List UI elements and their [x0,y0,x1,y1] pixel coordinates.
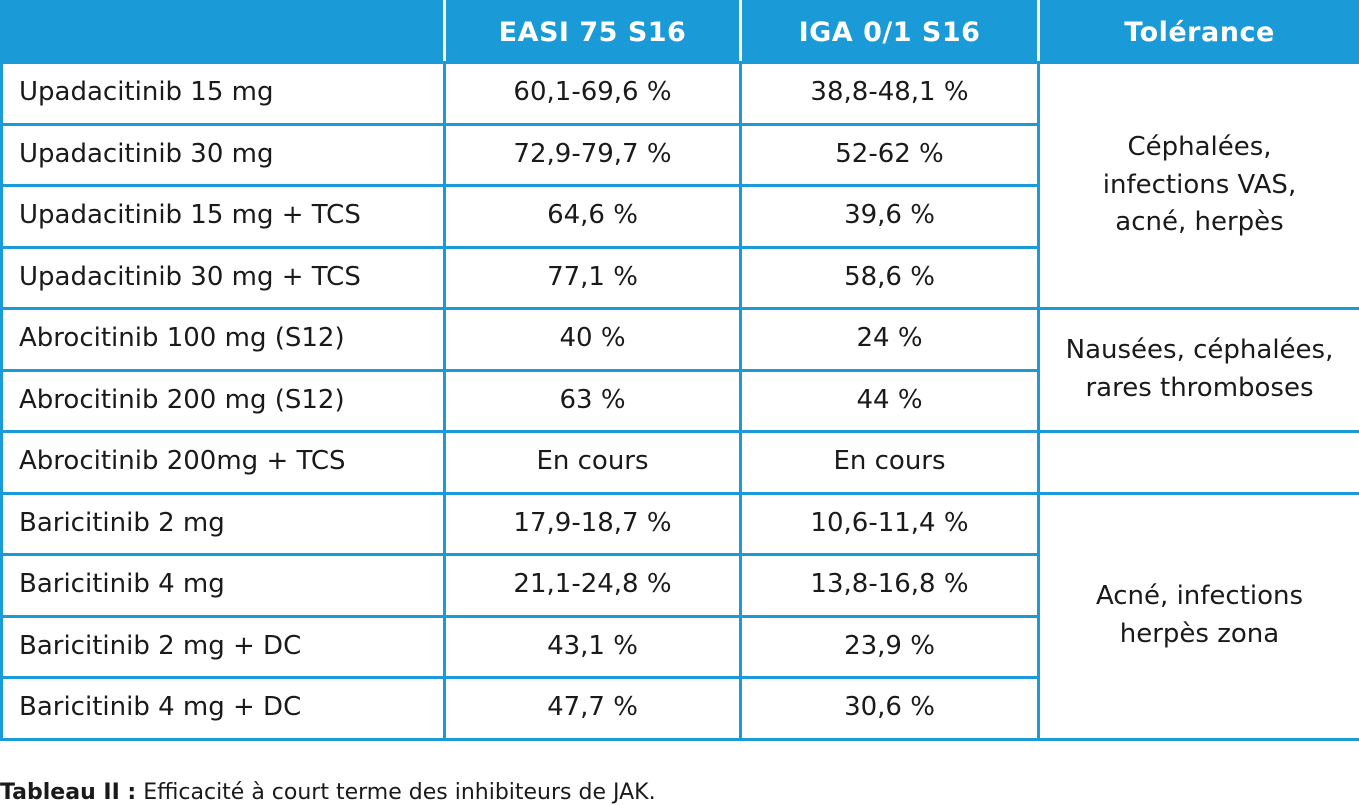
table-row: Abrocitinib 100 mg (S12) 40 % 24 % Nausé… [2,309,1359,371]
tolerance-line: rares thromboses [1085,373,1313,403]
iga-cell: 39,6 % [741,186,1039,248]
header-easi75: EASI 75 S16 [445,2,741,63]
iga-cell: 58,6 % [741,247,1039,309]
treatment-cell: Upadacitinib 30 mg [2,124,445,186]
tolerance-line: herpès zona [1120,619,1279,649]
treatment-cell: Baricitinib 4 mg [2,555,445,617]
caption-text: Efficacité à court terme des inhibiteurs… [136,780,655,805]
tolerance-line: infections VAS, [1103,170,1296,200]
easi-cell: 43,1 % [445,616,741,678]
treatment-cell: Abrocitinib 100 mg (S12) [2,309,445,371]
iga-cell: 52-62 % [741,124,1039,186]
treatment-cell: Upadacitinib 15 mg [2,63,445,125]
easi-cell: 17,9-18,7 % [445,493,741,555]
header-tolerance: Tolérance [1039,2,1359,63]
table-row: Baricitinib 2 mg 17,9-18,7 % 10,6-11,4 %… [2,493,1359,555]
easi-cell: 40 % [445,309,741,371]
tolerance-line: Acné, infections [1096,581,1303,611]
tolerance-line: Céphalées, [1127,132,1271,162]
iga-cell: 10,6-11,4 % [741,493,1039,555]
easi-cell: 72,9-79,7 % [445,124,741,186]
treatment-cell: Baricitinib 4 mg + DC [2,678,445,740]
iga-cell: 30,6 % [741,678,1039,740]
iga-cell: 38,8-48,1 % [741,63,1039,125]
easi-cell: 77,1 % [445,247,741,309]
tolerance-upadacitinib: Céphalées, infections VAS, acné, herpès [1039,63,1359,309]
table-caption: Tableau II : Efficacité à court terme de… [0,780,656,805]
iga-cell: 24 % [741,309,1039,371]
treatment-cell: Abrocitinib 200 mg (S12) [2,370,445,432]
treatment-cell: Upadacitinib 30 mg + TCS [2,247,445,309]
treatment-cell: Baricitinib 2 mg + DC [2,616,445,678]
tolerance-abrocitinib: Nausées, céphalées, rares thromboses [1039,309,1359,432]
jak-efficacy-table-container: EASI 75 S16 IGA 0/1 S16 Tolérance Upadac… [0,0,1359,741]
easi-cell: 64,6 % [445,186,741,248]
header-treatment [2,2,445,63]
tolerance-abrocitinib-tcs [1039,432,1359,494]
treatment-cell: Upadacitinib 15 mg + TCS [2,186,445,248]
jak-efficacy-table: EASI 75 S16 IGA 0/1 S16 Tolérance Upadac… [0,0,1359,741]
treatment-cell: Baricitinib 2 mg [2,493,445,555]
table-row: Upadacitinib 15 mg 60,1-69,6 % 38,8-48,1… [2,63,1359,125]
tolerance-baricitinib: Acné, infections herpès zona [1039,493,1359,739]
iga-cell: En cours [741,432,1039,494]
tolerance-line: acné, herpès [1115,207,1283,237]
iga-cell: 13,8-16,8 % [741,555,1039,617]
table-header-row: EASI 75 S16 IGA 0/1 S16 Tolérance [2,2,1359,63]
treatment-cell: Abrocitinib 200mg + TCS [2,432,445,494]
caption-label: Tableau II : [0,780,136,805]
easi-cell: En cours [445,432,741,494]
easi-cell: 63 % [445,370,741,432]
iga-cell: 44 % [741,370,1039,432]
table-row: Abrocitinib 200mg + TCS En cours En cour… [2,432,1359,494]
easi-cell: 21,1-24,8 % [445,555,741,617]
tolerance-line: Nausées, céphalées, [1066,335,1334,365]
easi-cell: 60,1-69,6 % [445,63,741,125]
header-iga01: IGA 0/1 S16 [741,2,1039,63]
iga-cell: 23,9 % [741,616,1039,678]
easi-cell: 47,7 % [445,678,741,740]
